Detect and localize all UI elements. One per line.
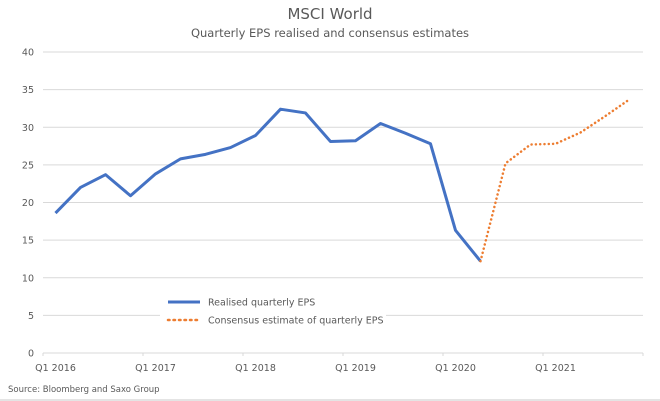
y-tick-label: 35 [22,85,34,96]
y-tick-label: 0 [28,349,34,360]
x-tick-label: Q1 2018 [235,363,276,374]
x-tick-label: Q1 2017 [135,363,176,374]
y-axis-ticks: 0 5 10 15 20 25 30 35 40 [22,48,34,360]
x-axis: Q1 2016 Q1 2017 Q1 2018 Q1 2019 Q1 2020 Q1 20… [35,353,644,374]
chart-title: MSCI World [287,5,372,23]
source-note: Source: Bloomberg and Saxo Group [8,385,160,395]
x-tick-label: Q1 2016 [35,363,76,374]
series [54,97,632,263]
chart-subtitle: Quarterly EPS realised and consensus est… [191,26,469,40]
legend-label-consensus: Consensus estimate of quarterly EPS [208,316,384,327]
x-tick-label: Q1 2021 [535,363,576,374]
y-tick-label: 30 [22,123,34,134]
y-tick-label: 5 [28,311,34,322]
y-tick-label: 20 [22,198,34,209]
y-tick-label: 15 [22,236,34,247]
legend-background [160,292,386,328]
y-tick-label: 10 [22,273,34,284]
y-tick-label: 40 [22,48,34,59]
x-tick-label: Q1 2020 [435,363,476,374]
series-line-consensus [479,97,632,263]
legend: Realised quarterly EPS Consensus estimat… [160,292,386,328]
legend-label-realised: Realised quarterly EPS [208,298,315,309]
x-tick-label: Q1 2019 [335,363,376,374]
gridlines [43,51,643,354]
y-tick-label: 25 [22,160,34,171]
series-line-realised [54,107,482,263]
